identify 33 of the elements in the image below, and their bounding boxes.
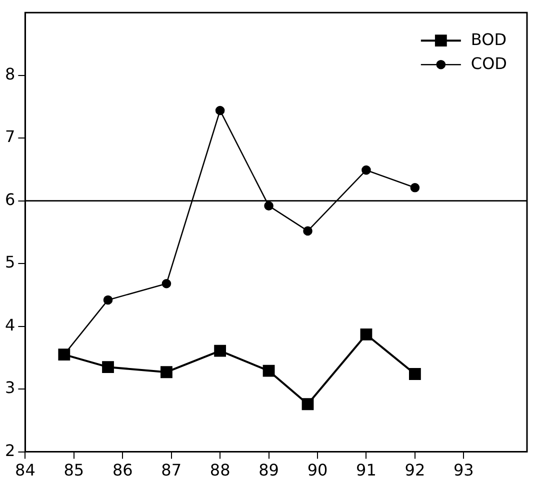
point xyxy=(215,106,225,116)
y-tick-label: 7 xyxy=(4,127,16,146)
y-tick-label: 4 xyxy=(4,315,16,334)
point xyxy=(362,165,371,175)
point xyxy=(302,398,314,410)
point xyxy=(264,201,274,210)
point xyxy=(162,279,172,288)
point xyxy=(214,344,226,357)
point xyxy=(262,364,275,377)
point xyxy=(303,226,312,236)
y-tick-label: 3 xyxy=(4,378,16,398)
legend-label: COD xyxy=(470,54,508,73)
x-tick-label: 85 xyxy=(64,460,84,480)
y-tick-label: 6 xyxy=(4,190,16,209)
point xyxy=(408,368,421,380)
y-tick-label: 8 xyxy=(4,64,16,84)
x-tick-label: 84 xyxy=(15,460,36,480)
point xyxy=(103,295,113,305)
y-tick-label: 5 xyxy=(4,252,16,272)
x-tick-label: 93 xyxy=(453,460,474,480)
x-tick-label: 90 xyxy=(307,460,328,480)
point xyxy=(360,328,372,340)
legend-label: BOD xyxy=(470,30,507,49)
x-tick-label: 92 xyxy=(404,460,426,480)
x-tick-label: 87 xyxy=(161,460,182,480)
x-tick-label: 91 xyxy=(356,460,376,480)
y-tick-label: 2 xyxy=(4,440,16,460)
point xyxy=(160,366,172,378)
point xyxy=(410,183,420,192)
point xyxy=(102,361,114,374)
x-tick-label: 88 xyxy=(210,460,230,480)
x-tick-label: 86 xyxy=(112,460,133,480)
x-tick-label: 89 xyxy=(258,460,279,480)
